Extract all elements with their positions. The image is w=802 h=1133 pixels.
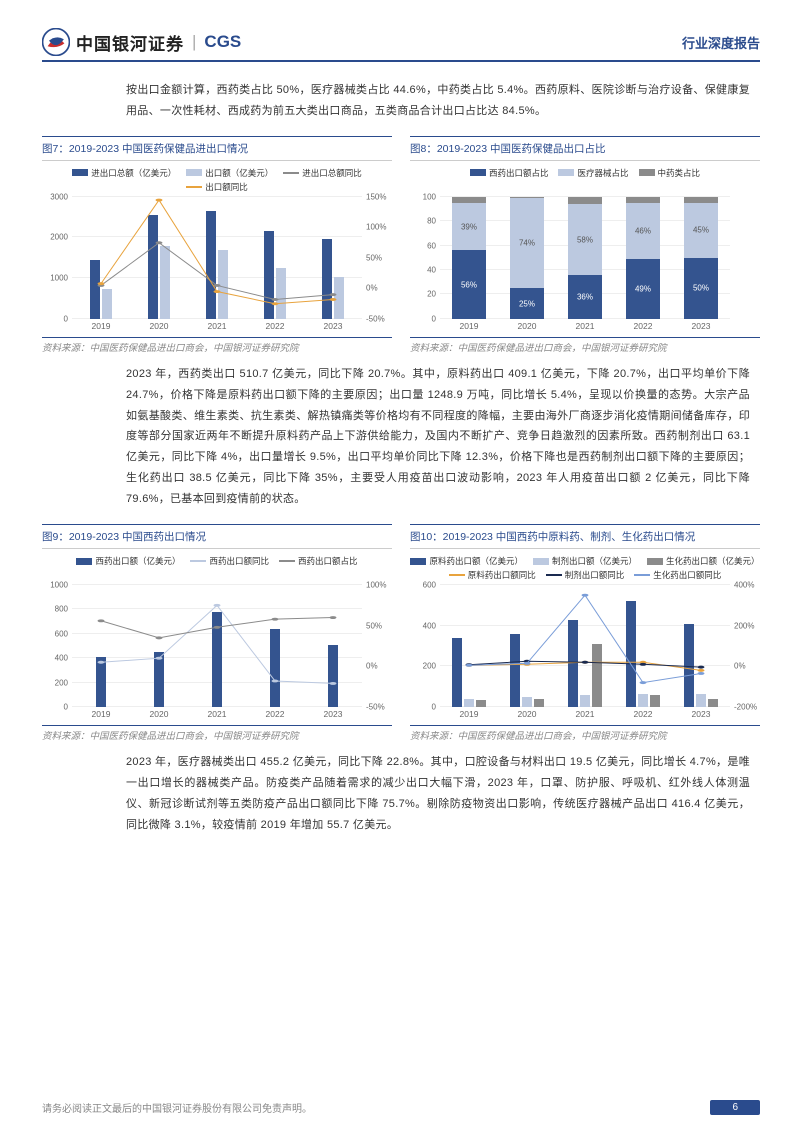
legend-item: 西药出口额占比 — [470, 167, 549, 179]
legend-item: 进出口总额（亿美元） — [72, 167, 176, 179]
chart-10-plot: 原料药出口额（亿美元） 制剂出口额（亿美元） 生化药出口额（亿美元） 原料药出口额同比… — [410, 553, 760, 723]
legend-item: 西药出口额（亿美元） — [76, 555, 180, 567]
brand-name: 中国银河证券 — [76, 30, 184, 55]
chart-7-plot: 进出口总额（亿美元）出口额（亿美元）进出口总额同比出口额同比0100020003… — [42, 165, 392, 335]
cgs-logo-icon — [42, 28, 70, 56]
paragraph-3: 2023 年，医疗器械类出口 455.2 亿美元，同比下降 22.8%。其中，口… — [126, 752, 750, 836]
legend-item: 出口额同比 — [186, 181, 248, 193]
brand-cgs: CGS — [204, 32, 241, 52]
legend-item: 西药出口额占比 — [279, 555, 358, 567]
brand-separator: | — [192, 32, 196, 52]
chart-8-source: 资料来源：中国医药保健品进出口商会，中国银河证券研究院 — [410, 337, 760, 354]
legend-item: 制剂出口额（亿美元） — [533, 555, 637, 567]
legend-item: 原料药出口额（亿美元） — [410, 555, 523, 567]
paragraph-1: 按出口金额计算，西药类占比 50%，医疗器械类占比 44.6%，中药类占比 5.… — [126, 80, 750, 122]
legend-item: 制剂出口额同比 — [546, 569, 625, 581]
legend-item: 生化药出口额同比 — [634, 569, 721, 581]
paragraph-2: 2023 年，西药类出口 510.7 亿美元，同比下降 20.7%。其中，原料药… — [126, 364, 750, 510]
chart-7-source: 资料来源：中国医药保健品进出口商会，中国银河证券研究院 — [42, 337, 392, 354]
chart-7-title: 图7：2019-2023 中国医药保健品进出口情况 — [42, 136, 392, 161]
page-header: 中国银河证券 | CGS 行业深度报告 — [42, 28, 760, 62]
chart-8-plot: 西药出口额占比医疗器械占比中药类占比02040608010056%39%25%7… — [410, 165, 760, 335]
chart-7-container: 图7：2019-2023 中国医药保健品进出口情况 进出口总额（亿美元） 出口额（… — [42, 136, 392, 354]
chart-10-source: 资料来源：中国医药保健品进出口商会，中国银河证券研究院 — [410, 725, 760, 742]
legend-item: 西药出口额同比 — [190, 555, 269, 567]
legend-item: 出口额（亿美元） — [186, 167, 273, 179]
chart-9-title: 图9：2019-2023 中国西药出口情况 — [42, 524, 392, 549]
brand-logo: 中国银河证券 | CGS — [42, 28, 241, 56]
page-number: 6 — [710, 1100, 760, 1115]
chart-9-plot: 西药出口额（亿美元）西药出口额同比西药出口额占比0200400600800100… — [42, 553, 392, 723]
chart-10-container: 图10：2019-2023 中国西药中原料药、制剂、生化药出口情况 原料药出口额… — [410, 524, 760, 742]
page-footer: 请务必阅读正文最后的中国银河证券股份有限公司免责声明。 6 — [42, 1100, 760, 1115]
legend-item: 中药类占比 — [639, 167, 701, 179]
legend-item: 进出口总额同比 — [283, 167, 362, 179]
chart-10-title: 图10：2019-2023 中国西药中原料药、制剂、生化药出口情况 — [410, 524, 760, 549]
legend-item: 生化药出口额（亿美元） — [647, 555, 760, 567]
chart-8-container: 图8：2019-2023 中国医药保健品出口占比 西药出口额占比医疗器械占比中药… — [410, 136, 760, 354]
legend-item: 医疗器械占比 — [558, 167, 628, 179]
document-type: 行业深度报告 — [682, 33, 760, 52]
disclaimer-text: 请务必阅读正文最后的中国银河证券股份有限公司免责声明。 — [42, 1100, 312, 1115]
chart-9-container: 图9：2019-2023 中国西药出口情况 西药出口额（亿美元） 西药出口额同比西… — [42, 524, 392, 742]
chart-9-source: 资料来源：中国医药保健品进出口商会，中国银河证券研究院 — [42, 725, 392, 742]
chart-8-title: 图8：2019-2023 中国医药保健品出口占比 — [410, 136, 760, 161]
legend-item: 原料药出口额同比 — [449, 569, 536, 581]
